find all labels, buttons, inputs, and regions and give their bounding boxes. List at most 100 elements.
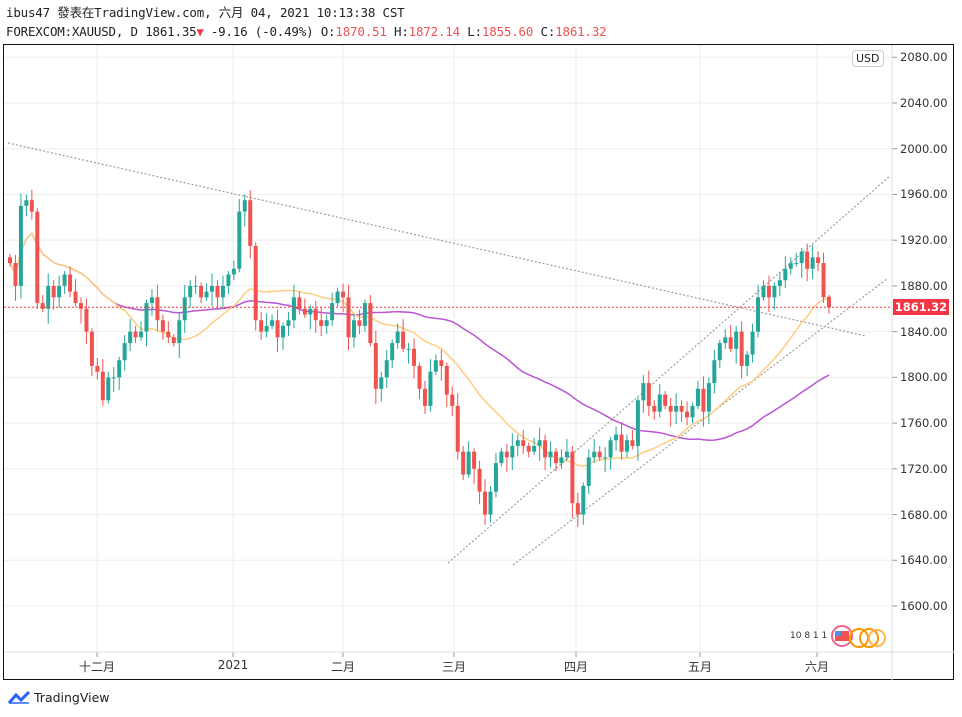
tradingview-logo[interactable]: TradingView (8, 690, 110, 705)
candle-down (728, 337, 733, 349)
candle-down (275, 320, 280, 338)
candle-up (690, 405, 695, 418)
candle-down (346, 297, 351, 338)
candle-up (330, 303, 335, 321)
candle-up (717, 343, 722, 361)
candle-down (40, 303, 45, 309)
candle-up (117, 360, 122, 378)
candle-down (133, 331, 138, 338)
last-price-label: 1861.32 (893, 299, 949, 316)
candle-down (619, 434, 624, 452)
candle-up (390, 343, 395, 361)
candle-down (8, 257, 12, 264)
candle-down (685, 411, 690, 418)
price-label: 2080.00 (900, 50, 948, 65)
price-label: 2000.00 (900, 141, 948, 156)
candle-up (237, 211, 242, 269)
candle-up (772, 285, 777, 298)
candle-up (139, 331, 144, 338)
candle-down (51, 285, 56, 298)
candle-down (663, 394, 668, 406)
candle-up (182, 297, 187, 321)
candle-up (624, 440, 629, 452)
candle-up (291, 297, 296, 321)
candle-down (461, 451, 466, 475)
candle-down (472, 451, 477, 469)
price-label: 1760.00 (900, 416, 948, 431)
candle-down (253, 245, 258, 321)
candle-down (526, 445, 531, 452)
symbol-ohlc-line: FOREXCOM:XAUUSD, D 1861.35▼ -9.16 (-0.49… (6, 24, 607, 39)
candle-up (777, 280, 782, 286)
candle-up (586, 457, 591, 486)
economic-events[interactable]: 10 8 1 1 (790, 623, 887, 649)
candle-up (810, 257, 815, 269)
candle-up (395, 331, 400, 344)
candle-up (745, 354, 750, 366)
candle-down (248, 200, 253, 246)
us-flag-event-icon[interactable] (829, 623, 887, 649)
currency-badge[interactable]: USD (852, 50, 884, 67)
candle-down (29, 200, 34, 212)
time-label: 2021 (217, 658, 249, 672)
candle-down (259, 320, 264, 332)
candle-up (428, 371, 433, 406)
price-label: 1800.00 (900, 370, 948, 385)
candle-up (548, 451, 553, 458)
publish-info: ibus47 發表在TradingView.com, 六月 04, 2021 1… (6, 5, 405, 20)
candle-down (155, 297, 160, 321)
candle-up (57, 285, 62, 298)
candle-up (188, 285, 193, 298)
candle-up (362, 303, 367, 326)
candle-down (477, 468, 482, 492)
candle-down (215, 285, 220, 298)
candle-up (149, 297, 154, 304)
candle-up (62, 274, 67, 286)
candle-up (608, 440, 613, 458)
candle-down (68, 274, 73, 292)
candle-down (84, 308, 89, 332)
candle-down (646, 383, 651, 406)
candle-up (515, 440, 520, 446)
current-price: 1861.35 (145, 24, 197, 39)
time-label: 三月 (441, 660, 467, 674)
price-label: 1720.00 (900, 461, 948, 476)
candle-up (270, 320, 275, 326)
candle-down (171, 337, 176, 344)
candle-up (264, 325, 269, 332)
price-label: 1880.00 (900, 278, 948, 293)
candle-down (89, 331, 94, 366)
candle-down (827, 296, 831, 308)
open-label: O: (320, 24, 336, 39)
time-label: 五月 (687, 660, 713, 674)
candle-down (679, 405, 684, 412)
candle-up (466, 451, 471, 475)
candle-down (455, 405, 460, 452)
candle-up (18, 205, 23, 286)
candle-up (783, 268, 788, 281)
candle-up (614, 434, 619, 441)
candle-up (734, 331, 739, 349)
high-label: H: (394, 24, 409, 39)
candle-up (193, 285, 198, 287)
candle-down (630, 440, 635, 446)
candle-up (433, 360, 438, 372)
time-label: 十二月 (78, 660, 116, 674)
price-label: 1960.00 (900, 187, 948, 202)
candle-down (652, 405, 657, 412)
candle-up (144, 303, 149, 332)
candle-up (106, 377, 111, 401)
candle-up (46, 285, 51, 309)
chart-frame[interactable] (3, 44, 954, 680)
candle-up (406, 348, 411, 350)
candle-down (199, 285, 204, 298)
candle-up (603, 457, 608, 459)
candle-up (220, 285, 225, 298)
candle-up (308, 308, 313, 315)
candle-up (510, 445, 515, 458)
candle-down (668, 405, 673, 412)
candle-up (706, 383, 711, 412)
low-label: L: (467, 24, 482, 39)
candle-up (761, 285, 766, 298)
